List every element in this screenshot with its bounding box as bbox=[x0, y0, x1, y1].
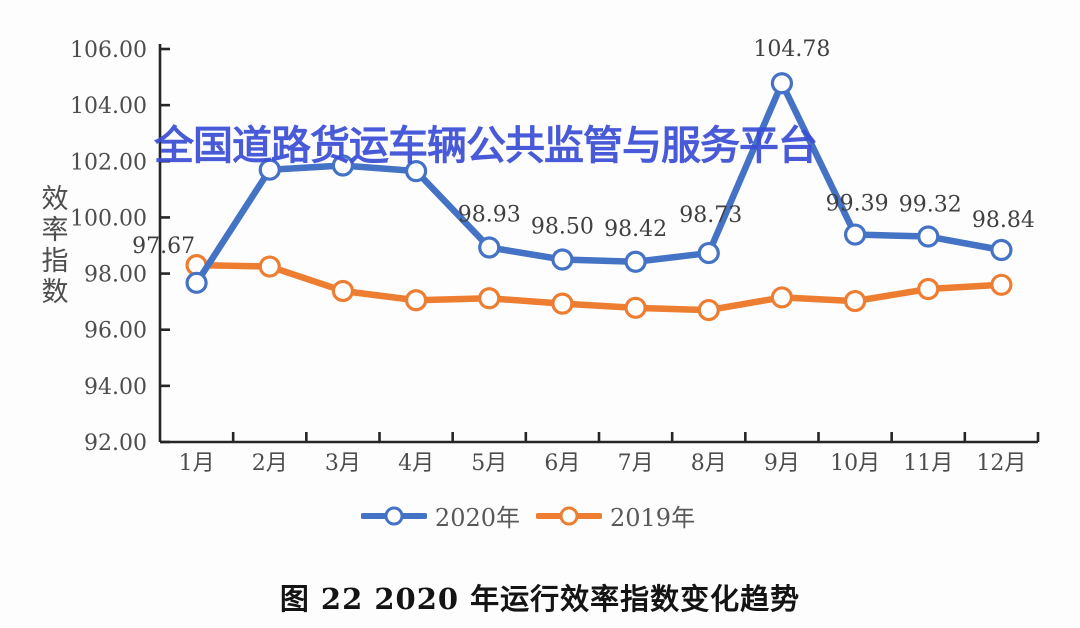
data-label: 99.39 bbox=[826, 192, 889, 217]
y-tick-label: 102.00 bbox=[70, 150, 147, 175]
legend-label-2019: 2019年 bbox=[610, 504, 696, 532]
legend-swatch-2020-icon bbox=[360, 506, 427, 525]
y-tick-label: 104.00 bbox=[70, 94, 147, 119]
watermark-text: 全国道路货运车辆公共监管与服务平台 bbox=[154, 123, 818, 169]
data-point bbox=[404, 289, 428, 312]
y-tick-label: 94.00 bbox=[84, 375, 147, 400]
data-label: 99.32 bbox=[899, 193, 962, 218]
x-tick-label: 5月 bbox=[471, 451, 507, 476]
data-point bbox=[551, 248, 574, 271]
data-point bbox=[478, 236, 501, 259]
x-tick-label: 12月 bbox=[976, 451, 1026, 476]
chart-legend: 2020年 2019年 bbox=[0, 498, 1068, 533]
line-chart: 92.00 94.00 96.00 98.00 100.00 102.00 104.00 10… bbox=[70, 37, 1040, 476]
data-point bbox=[697, 298, 720, 322]
legend-marker-2020 bbox=[384, 506, 404, 525]
y-tick-label: 98.00 bbox=[84, 263, 147, 288]
data-point bbox=[697, 241, 720, 265]
data-point bbox=[990, 273, 1013, 296]
figure-caption: 图 22 2020 年运行效率指数变化趋势 bbox=[279, 582, 801, 616]
data-point bbox=[404, 160, 428, 183]
legend-item-2019: 2019年 bbox=[536, 498, 695, 533]
data-label: 98.84 bbox=[972, 208, 1035, 233]
x-tick-label: 4月 bbox=[398, 451, 434, 476]
data-point bbox=[258, 255, 281, 278]
legend-item-2020: 2020年 bbox=[360, 498, 520, 533]
x-tick-label: 9月 bbox=[764, 451, 800, 476]
data-point bbox=[917, 225, 940, 248]
data-label: 98.73 bbox=[679, 203, 742, 228]
data-point bbox=[990, 238, 1013, 262]
data-point bbox=[624, 296, 647, 319]
legend-marker-2019 bbox=[559, 506, 579, 525]
data-point bbox=[917, 277, 940, 301]
x-tick-label: 8月 bbox=[691, 451, 727, 476]
legend-label-2020: 2020年 bbox=[434, 504, 520, 532]
data-point bbox=[770, 72, 794, 95]
y-axis-title: 效率指数 bbox=[41, 184, 69, 308]
x-tick-label: 2月 bbox=[252, 451, 288, 476]
data-point bbox=[331, 279, 355, 303]
data-point bbox=[843, 223, 867, 246]
legend-swatch-2019-icon bbox=[536, 506, 602, 525]
x-tick-label: 6月 bbox=[544, 451, 580, 476]
data-label: 104.78 bbox=[753, 37, 830, 62]
x-tick-label: 3月 bbox=[325, 451, 361, 476]
x-tick-label: 10月 bbox=[830, 451, 880, 476]
y-tick-label: 96.00 bbox=[84, 319, 147, 344]
data-point bbox=[843, 289, 867, 313]
data-point bbox=[770, 286, 794, 309]
data-point bbox=[624, 250, 647, 273]
y-tick-label: 106.00 bbox=[70, 38, 147, 63]
x-tick-label: 7月 bbox=[618, 451, 654, 476]
data-label: 97.67 bbox=[132, 234, 195, 259]
data-label: 98.93 bbox=[458, 202, 521, 227]
y-tick-label: 100.00 bbox=[70, 206, 147, 231]
x-tick-label: 1月 bbox=[179, 451, 215, 476]
data-point bbox=[551, 292, 574, 315]
data-label: 98.50 bbox=[531, 215, 594, 240]
data-point bbox=[258, 158, 281, 181]
data-point bbox=[478, 287, 501, 310]
y-tick-label: 92.00 bbox=[84, 431, 147, 456]
data-point bbox=[331, 154, 355, 177]
data-point bbox=[185, 271, 208, 294]
x-tick-label: 11月 bbox=[903, 451, 953, 476]
data-label: 98.42 bbox=[604, 217, 667, 242]
